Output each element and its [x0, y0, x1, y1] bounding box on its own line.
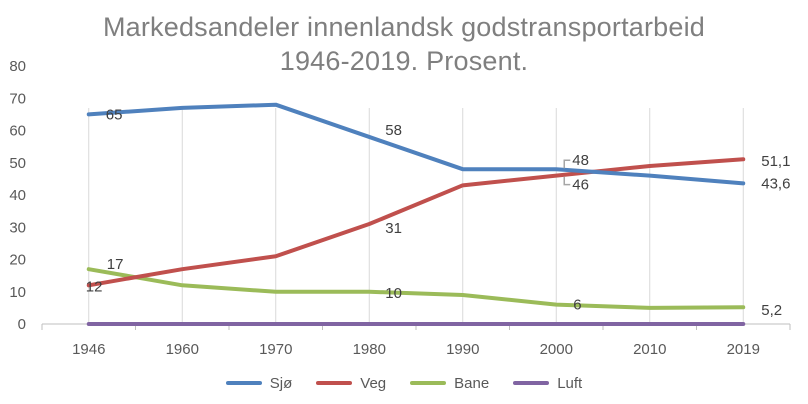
data-label-Bane-5: 6	[573, 297, 581, 314]
data-label-Sjø-3: 58	[385, 122, 402, 139]
chart-title: Markedsandeler innenlandsk godstransport…	[0, 10, 808, 78]
legend-label-luft: Luft	[557, 374, 583, 392]
data-label-Bane-3: 10	[385, 285, 402, 302]
series-layer	[86, 102, 746, 326]
y-tick-label-60: 60	[9, 123, 26, 140]
leader-line-Veg-5	[563, 176, 571, 186]
y-tick-label-50: 50	[9, 155, 26, 172]
y-tick-label-80: 80	[9, 58, 26, 75]
legend-label-veg: Veg	[360, 374, 387, 392]
chart-title-line-2: 1946-2019. Prosent.	[279, 46, 529, 76]
x-tick-label-1960: 1960	[166, 341, 199, 358]
chart-legend: Sjø Veg Bane Luft	[0, 372, 808, 394]
y-tick-label-10: 10	[9, 284, 26, 301]
x-tick-label-2019: 2019	[727, 341, 760, 358]
x-tick-label-2000: 2000	[540, 341, 573, 358]
data-label-Sjø-7: 43,6	[761, 175, 790, 192]
data-label-Veg-0: 12	[86, 278, 103, 295]
series-line-bane	[86, 267, 746, 310]
x-tick-label-1990: 1990	[446, 341, 479, 358]
series-line-veg	[86, 157, 746, 288]
legend-swatch-sjo	[225, 381, 262, 385]
legend-label-sjo: Sjø	[269, 374, 293, 392]
data-label-Bane-7: 5,2	[761, 302, 782, 319]
y-tick-label-70: 70	[9, 90, 26, 107]
data-label-Veg-3: 31	[385, 220, 402, 237]
axis-layer: 0 10 20 30 40 50 60 70 80 1946 1960 1970 1980 1990 200…	[9, 58, 791, 358]
y-tick-label-0: 0	[18, 316, 26, 333]
legend-label-bane: Bane	[454, 374, 490, 392]
data-label-Bane-0: 17	[107, 256, 124, 273]
grid-layer	[88, 108, 744, 324]
leader-line-Sjø-5	[563, 159, 571, 169]
legend-swatch-veg	[316, 381, 353, 385]
legend-swatch-bane	[410, 381, 447, 385]
legend-item-bane: Bane	[410, 375, 489, 392]
data-labels-layer: 65 58 48 43,6 12 31 46 51,1 17 10 6 5,2	[86, 106, 791, 319]
data-label-Sjø-0: 65	[106, 106, 123, 123]
y-tick-label-30: 30	[9, 219, 26, 236]
y-tick-label-20: 20	[9, 252, 26, 269]
x-tick-label-2010: 2010	[633, 341, 666, 358]
chart-title-line-1: Markedsandeler innenlandsk godstransport…	[102, 12, 706, 42]
legend-item-sjo: Sjø	[225, 374, 293, 392]
legend-item-veg: Veg	[316, 375, 386, 392]
legend-item-luft: Luft	[513, 375, 582, 392]
series-line-sjo	[86, 102, 746, 186]
legend-swatch-luft	[513, 381, 550, 385]
x-tick-label-1970: 1970	[259, 341, 292, 358]
x-tick-label-1946: 1946	[72, 341, 105, 358]
data-label-Veg-7: 51,1	[761, 153, 790, 170]
x-tick-label-1980: 1980	[353, 341, 386, 358]
data-label-Sjø-5: 48	[572, 152, 589, 169]
data-label-Veg-5: 46	[572, 177, 589, 194]
y-tick-label-40: 40	[9, 187, 26, 204]
